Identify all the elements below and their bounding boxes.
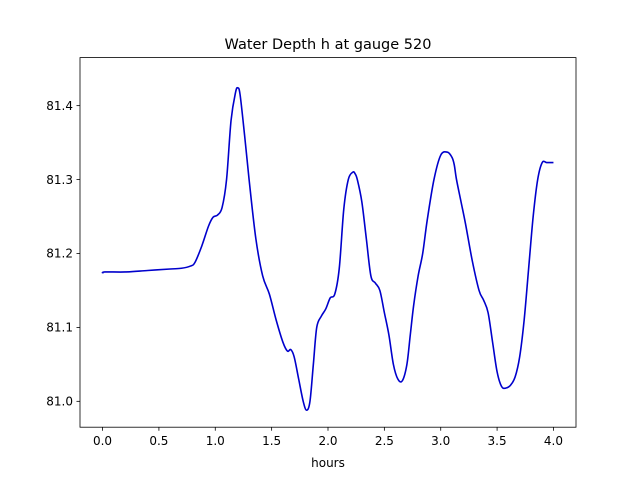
- y-axis-ticks: 81.0 81.1 81.2 81.3 81.4: [46, 99, 80, 409]
- y-tick-label: 81.0: [46, 395, 73, 409]
- y-tick-label: 81.4: [46, 99, 73, 113]
- x-axis-ticks: 0.0 0.5 1.0 1.5 2.0 2.5 3.0 3.5 4.0: [93, 427, 563, 448]
- x-tick-label: 3.0: [431, 434, 450, 448]
- x-tick-label: 3.5: [488, 434, 507, 448]
- x-tick-label: 1.5: [262, 434, 281, 448]
- x-tick-label: 0.5: [149, 434, 168, 448]
- x-tick-label: 0.0: [93, 434, 112, 448]
- x-tick-label: 1.0: [206, 434, 225, 448]
- series-layer: [101, 86, 554, 411]
- x-axis-title: hours: [311, 456, 345, 470]
- series-line-0: [101, 86, 554, 411]
- x-tick-label: 2.5: [375, 434, 394, 448]
- chart-title: Water Depth h at gauge 520: [225, 37, 432, 53]
- y-tick-label: 81.2: [46, 247, 73, 261]
- x-tick-label: 2.0: [318, 434, 337, 448]
- y-tick-label: 81.3: [46, 173, 73, 187]
- x-tick-label: 4.0: [544, 434, 563, 448]
- plot-background: [80, 57, 576, 428]
- y-tick-label: 81.1: [46, 321, 73, 335]
- plot-frame: [79, 57, 577, 428]
